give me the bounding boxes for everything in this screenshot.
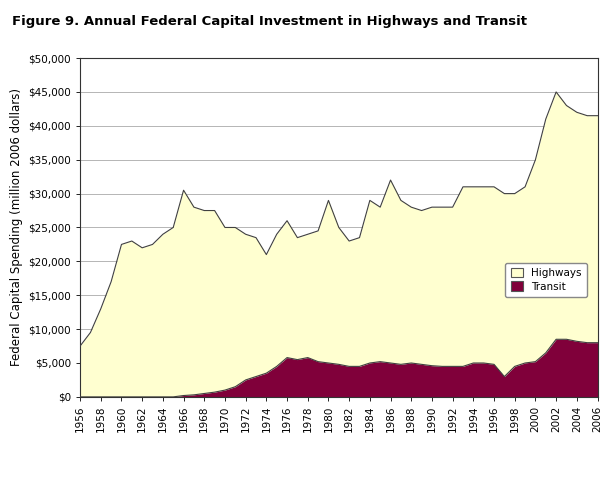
Legend: Highways, Transit: Highways, Transit bbox=[505, 263, 587, 297]
Y-axis label: Federal Capital Spending (million 2006 dollars): Federal Capital Spending (million 2006 d… bbox=[10, 89, 23, 366]
Text: Figure 9. Annual Federal Capital Investment in Highways and Transit: Figure 9. Annual Federal Capital Investm… bbox=[12, 15, 527, 28]
